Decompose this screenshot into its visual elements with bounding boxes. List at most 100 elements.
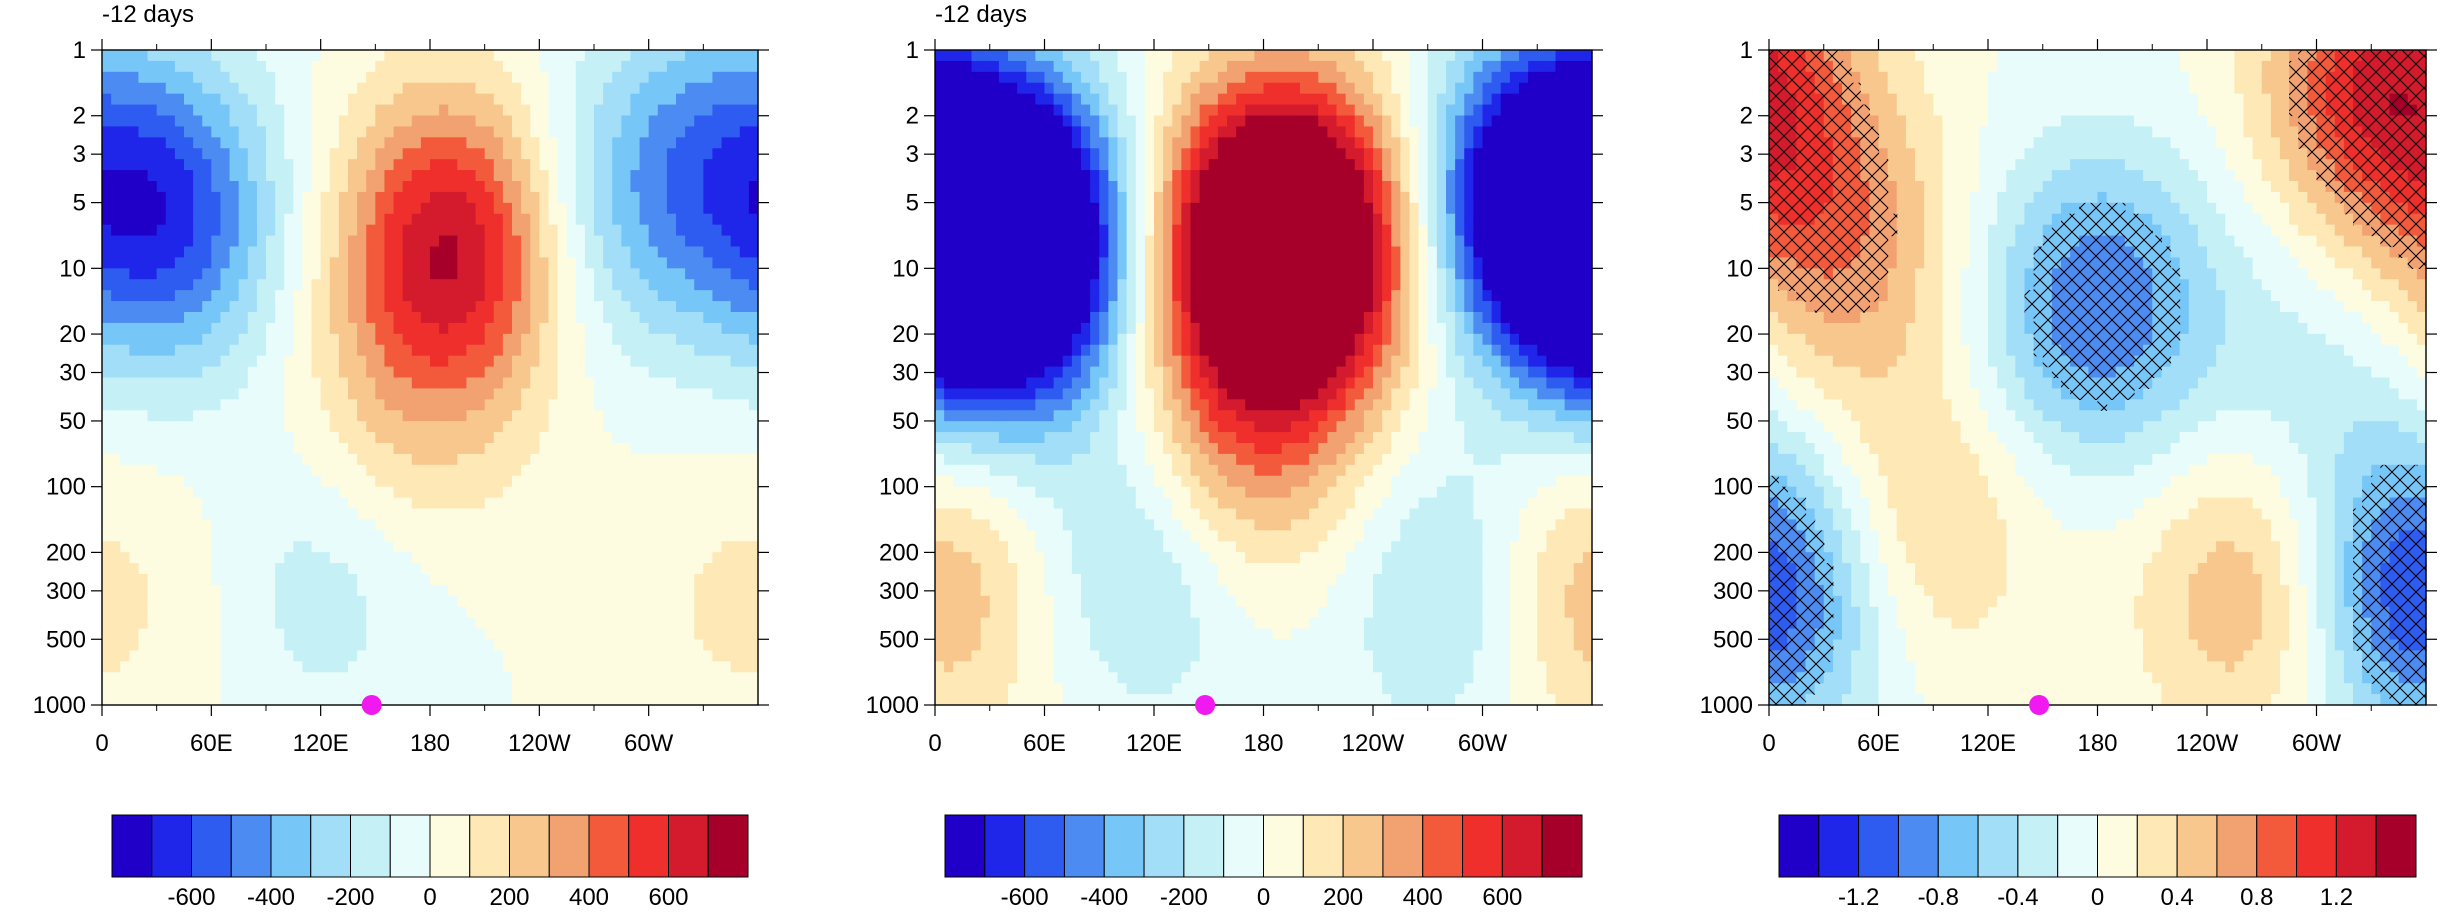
field-cell — [730, 93, 741, 106]
field-cell — [548, 126, 559, 138]
field-cell — [430, 421, 440, 433]
field-cell — [366, 421, 376, 433]
field-cell — [111, 202, 121, 215]
field-cell — [411, 650, 422, 662]
field-cell — [348, 584, 358, 597]
field-cell — [639, 519, 650, 531]
field-cell — [329, 50, 340, 62]
field-cell — [676, 639, 686, 652]
field-cell — [420, 530, 431, 542]
field-cell — [648, 82, 659, 95]
field-cell — [275, 443, 285, 455]
field-cell — [156, 486, 167, 499]
field-cell — [575, 148, 586, 160]
field-cell — [630, 388, 641, 400]
field-cell — [229, 694, 240, 706]
field-cell — [457, 333, 468, 346]
field-cell — [466, 246, 477, 259]
field-cell — [375, 453, 386, 466]
field-cell — [712, 574, 723, 586]
field-cell — [466, 541, 477, 553]
field-cell — [193, 191, 203, 204]
field-cell — [676, 312, 686, 324]
field-cell — [1263, 93, 1274, 106]
field-cell — [420, 683, 431, 695]
field-cell — [584, 191, 595, 204]
field-cell — [557, 235, 568, 248]
field-cell — [466, 115, 477, 128]
field-cell — [603, 224, 613, 237]
field-cell — [748, 279, 759, 291]
field-cell — [247, 628, 258, 641]
field-cell — [493, 683, 504, 695]
field-cell — [1418, 126, 1429, 138]
field-cell — [147, 628, 158, 641]
field-cell — [639, 584, 650, 597]
field-cell — [238, 584, 249, 597]
field-cell — [657, 584, 668, 597]
field-cell — [174, 628, 185, 641]
field-cell — [1236, 50, 1246, 62]
field-cell — [1519, 126, 1529, 138]
field-cell — [220, 159, 231, 171]
field-cell — [584, 301, 595, 313]
field-cell — [348, 290, 358, 302]
field-cell — [512, 453, 522, 466]
field-cell — [594, 388, 604, 400]
field-cell — [666, 148, 677, 160]
field-cell — [612, 268, 622, 280]
field-cell — [357, 541, 367, 553]
field-cell — [676, 453, 686, 466]
field-cell — [430, 486, 440, 499]
field-cell — [165, 290, 176, 302]
field-cell — [348, 50, 358, 62]
field-cell — [165, 388, 176, 400]
field-cell — [666, 170, 677, 182]
field-cell — [530, 530, 540, 542]
field-cell — [548, 486, 559, 499]
field-cell — [1281, 126, 1292, 138]
field-cell — [293, 574, 304, 586]
field-cell — [484, 453, 495, 466]
field-cell — [384, 552, 395, 564]
field-cell — [748, 224, 759, 237]
field-cell — [721, 301, 732, 313]
field-cell — [539, 290, 550, 302]
field-cell — [1245, 93, 1255, 106]
field-cell — [329, 606, 340, 619]
field-cell — [1281, 60, 1292, 73]
field-cell — [430, 301, 440, 313]
field-cell — [457, 115, 468, 128]
field-cell — [584, 312, 595, 324]
field-cell — [1354, 115, 1365, 128]
field-cell — [475, 453, 486, 466]
field-cell — [1564, 82, 1575, 95]
field-cell — [448, 683, 458, 695]
field-cell — [739, 290, 750, 302]
field-cell — [721, 246, 732, 259]
field-cell — [275, 519, 285, 531]
field-cell — [1281, 104, 1292, 117]
field-cell — [703, 126, 714, 138]
colorbar: -600 -400 -200 0 200 400 600 — [111, 814, 749, 911]
field-cell — [648, 672, 659, 684]
field-cell — [320, 410, 331, 422]
field-cell — [712, 104, 723, 117]
field-cell — [147, 595, 158, 608]
field-cell — [411, 312, 422, 324]
field-cell — [612, 508, 622, 521]
field-cell — [111, 432, 121, 444]
field-cell — [411, 595, 422, 608]
field-cell — [1281, 50, 1292, 62]
field-cell — [102, 694, 112, 706]
field-cell — [621, 453, 632, 466]
field-cell — [539, 486, 550, 499]
field-cell — [229, 355, 240, 368]
field-cell — [739, 366, 750, 379]
field-cell — [621, 377, 632, 390]
field-cell — [102, 377, 112, 390]
field-cell — [721, 661, 732, 673]
field-cell — [944, 82, 954, 95]
field-cell — [594, 224, 604, 237]
field-cell — [220, 661, 231, 673]
